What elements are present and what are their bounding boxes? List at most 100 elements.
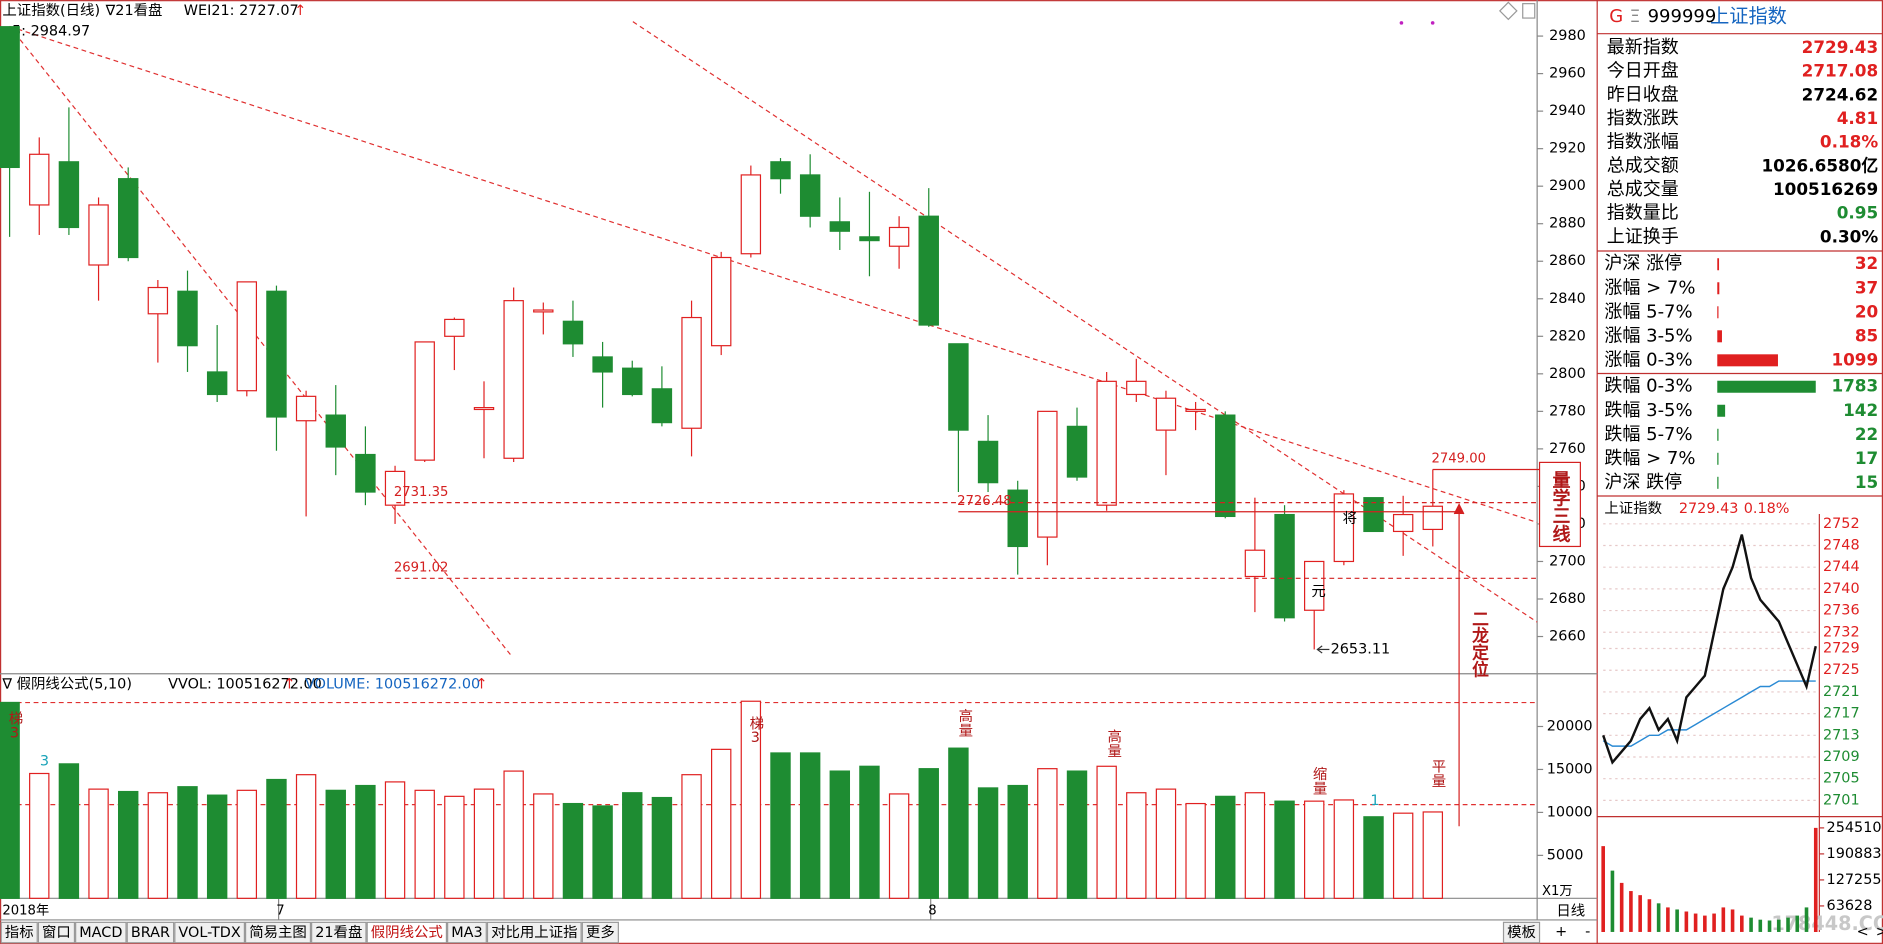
candle-body (622, 367, 643, 396)
tab[interactable]: 更多 (586, 924, 615, 941)
volume-annotation: 高量 (1105, 729, 1121, 758)
volume-bar (1096, 765, 1117, 899)
quote-label: 总成交额 (1607, 155, 1679, 176)
breadth-label: 跌幅 5-7% (1604, 424, 1692, 445)
y-tick-label: 2700 (1549, 553, 1586, 569)
breadth-bar (1717, 404, 1726, 417)
volume-value: VOLUME: 100516272.00 (305, 677, 480, 693)
volume-bar (829, 770, 851, 899)
candle-body (1422, 505, 1444, 531)
tab[interactable]: 假阴线公式 (371, 924, 443, 941)
volume-bar (681, 774, 702, 899)
candle-body (829, 221, 851, 232)
breadth-label: 涨幅 5-7% (1604, 301, 1692, 322)
tab[interactable]: 对比用上证指 (491, 924, 577, 941)
tab[interactable]: VOL-TDX (178, 925, 240, 941)
indicator-value: WEI21: 2727.07 (184, 3, 299, 19)
tab-frame[interactable] (126, 921, 175, 944)
tab[interactable]: MA3 (451, 925, 482, 941)
tab[interactable]: 窗口 (42, 923, 71, 941)
candle-body (355, 453, 376, 493)
quote-g[interactable]: G (1609, 6, 1623, 27)
candle-body (1185, 408, 1206, 412)
tab-frame[interactable] (174, 921, 245, 944)
volume-bar (1185, 802, 1206, 899)
nav-button[interactable]: + (1555, 924, 1567, 940)
breadth-bar (1717, 282, 1720, 295)
candle-body (1244, 549, 1266, 578)
marker-dot (1430, 21, 1435, 25)
quote-label: 昨日收盘 (1607, 84, 1679, 105)
volume-bar (948, 747, 969, 899)
breadth-value: 85 (1855, 325, 1878, 345)
y-tick-label: 2713 (1823, 727, 1860, 743)
breadth-bar (1717, 354, 1778, 367)
candle-body (1392, 513, 1414, 533)
candle-body (414, 341, 435, 461)
window-icon[interactable] (1522, 3, 1536, 19)
volume-bar (799, 752, 821, 899)
tab[interactable]: MACD (79, 925, 122, 941)
breadth-value: 20 (1855, 301, 1878, 321)
period-label[interactable]: 日线 (1556, 903, 1585, 920)
quote-menu[interactable]: Ξ (1630, 6, 1641, 26)
tab-frame[interactable] (75, 921, 127, 944)
breadth-label: 跌幅 3-5% (1604, 400, 1692, 421)
y-tick-label: 2760 (1549, 441, 1586, 457)
tab-frame[interactable] (581, 921, 619, 944)
quote-value: 2717.08 (1802, 61, 1879, 81)
breadth-value: 1099 (1831, 349, 1878, 369)
y-tick-label: 2900 (1549, 178, 1586, 194)
breadth-bar (1717, 452, 1719, 465)
volume-annotation: 梯3 (747, 715, 763, 746)
quote-label: 指数量比 (1607, 203, 1679, 224)
nav-button[interactable]: - (1585, 924, 1590, 940)
y-tick-label: 2701 (1823, 792, 1860, 808)
breadth-label: 沪深 跌停 (1604, 472, 1682, 493)
candle-body (1215, 414, 1236, 518)
tab[interactable]: 简易主图 (249, 924, 307, 941)
volume-bar (977, 787, 999, 899)
tab[interactable]: 模板 (1507, 923, 1536, 941)
tab-frame[interactable] (37, 921, 76, 944)
volume-bar (206, 794, 228, 899)
nav-button[interactable]: < (1857, 924, 1869, 940)
tab-frame[interactable] (311, 921, 367, 944)
tab[interactable]: 21看盘 (315, 923, 362, 941)
candle-body (1333, 493, 1355, 563)
price-line (1602, 534, 1817, 765)
quote-code: 999999 (1648, 6, 1717, 27)
volume-bar (1066, 770, 1088, 899)
quote-label: 今日开盘 (1607, 61, 1679, 82)
y-tick-label: 2840 (1549, 291, 1586, 307)
candle-body (206, 371, 228, 396)
tab[interactable]: 指标 (5, 924, 34, 941)
candle-body (1066, 425, 1088, 478)
candle-body (1007, 489, 1028, 548)
y-tick-label: 2960 (1549, 66, 1586, 82)
tab-frame[interactable] (486, 921, 582, 944)
tab-frame[interactable] (1502, 921, 1541, 944)
trend-line (9, 25, 1538, 524)
y-tick-label: 190883 (1827, 846, 1882, 862)
level-label: 2731.35 (394, 485, 449, 500)
candle-body (444, 318, 465, 337)
breadth-value: 32 (1855, 253, 1878, 273)
tab-frame[interactable] (447, 921, 487, 944)
tab[interactable]: BRAR (131, 925, 170, 941)
tab-frame[interactable] (0, 921, 38, 944)
volume-bar (1126, 792, 1147, 899)
volume-bar (888, 793, 910, 899)
y-tick-label: 2736 (1823, 603, 1860, 619)
tab-frame[interactable] (366, 921, 448, 944)
quote-value: 2729.43 (1802, 37, 1879, 57)
breadth-bar (1717, 428, 1719, 441)
nav-button[interactable]: > (1876, 924, 1883, 940)
candle-body (503, 300, 524, 459)
window-icon[interactable] (1498, 1, 1518, 21)
volume-bar (58, 763, 80, 899)
tab-frame[interactable] (244, 921, 312, 944)
